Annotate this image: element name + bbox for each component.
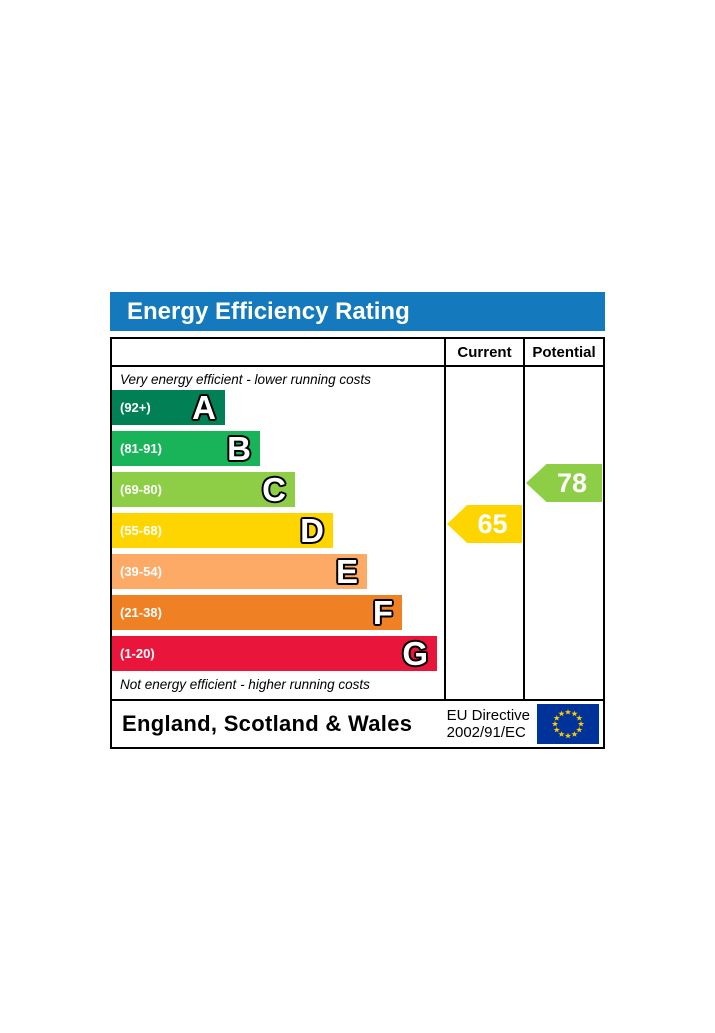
band-range-label: (21-38) bbox=[120, 605, 162, 620]
band-bar: (92+) A bbox=[112, 390, 225, 425]
potential-rating-value: 78 bbox=[556, 467, 588, 498]
band-letter: F bbox=[372, 594, 393, 631]
band-row: (92+) A bbox=[112, 390, 444, 425]
band-bar: (69-80) C bbox=[112, 472, 295, 507]
band-range-label: (55-68) bbox=[120, 523, 162, 538]
chart-title: Energy Efficiency Rating bbox=[127, 297, 410, 325]
eu-directive-line2: 2002/91/EC bbox=[446, 724, 526, 741]
potential-rating-arrow: 78 bbox=[526, 464, 602, 502]
potential-value-cell: 78 bbox=[523, 367, 603, 699]
band-range-label: (39-54) bbox=[120, 564, 162, 579]
region-label: England, Scotland & Wales bbox=[122, 711, 413, 736]
potential-column-header: Potential bbox=[523, 339, 603, 365]
bottom-caption: Not energy efficient - higher running co… bbox=[120, 677, 370, 692]
band-row: (39-54) E bbox=[112, 554, 444, 589]
current-rating-arrow: 65 bbox=[447, 505, 522, 543]
band-bar: (39-54) E bbox=[112, 554, 367, 589]
header-spacer-cell bbox=[112, 339, 444, 365]
eu-directive-label: EU Directive 2002/91/EC bbox=[447, 707, 530, 741]
bands-container: (92+) A (81-91) B (69-80) C (55-68) D (3… bbox=[112, 390, 444, 671]
current-column-header: Current bbox=[444, 339, 523, 365]
table-header-row: Current Potential bbox=[112, 339, 603, 367]
band-row: (81-91) B bbox=[112, 431, 444, 466]
current-value-cell: 65 bbox=[444, 367, 523, 699]
band-row: (55-68) D bbox=[112, 513, 444, 548]
band-letter: B bbox=[227, 430, 251, 467]
energy-efficiency-rating-chart: Energy Efficiency Rating Current Potenti… bbox=[110, 292, 605, 749]
eu-flag-icon bbox=[537, 704, 599, 744]
band-letter: D bbox=[300, 512, 324, 549]
band-range-label: (1-20) bbox=[120, 646, 155, 661]
band-range-label: (92+) bbox=[120, 400, 151, 415]
band-range-label: (81-91) bbox=[120, 441, 162, 456]
band-bar: (1-20) G bbox=[112, 636, 437, 671]
band-range-label: (69-80) bbox=[120, 482, 162, 497]
band-row: (69-80) C bbox=[112, 472, 444, 507]
chart-title-banner: Energy Efficiency Rating bbox=[110, 292, 605, 331]
current-rating-value: 65 bbox=[477, 508, 508, 539]
band-bar: (21-38) F bbox=[112, 595, 402, 630]
band-row: (1-20) G bbox=[112, 636, 444, 671]
table-main-row: Very energy efficient - lower running co… bbox=[112, 367, 603, 699]
rating-table: Current Potential Very energy efficient … bbox=[110, 337, 605, 749]
band-letter: A bbox=[192, 389, 216, 426]
band-letter: C bbox=[262, 471, 286, 508]
band-row: (21-38) F bbox=[112, 595, 444, 630]
band-bar: (55-68) D bbox=[112, 513, 333, 548]
band-bar: (81-91) B bbox=[112, 431, 260, 466]
band-letter: E bbox=[335, 553, 358, 590]
bands-cell: Very energy efficient - lower running co… bbox=[112, 367, 444, 699]
band-letter: G bbox=[402, 635, 428, 672]
eu-directive-line1: EU Directive bbox=[446, 707, 530, 724]
top-caption: Very energy efficient - lower running co… bbox=[120, 372, 371, 387]
table-footer-row: England, Scotland & Wales EU Directive 2… bbox=[112, 699, 603, 747]
